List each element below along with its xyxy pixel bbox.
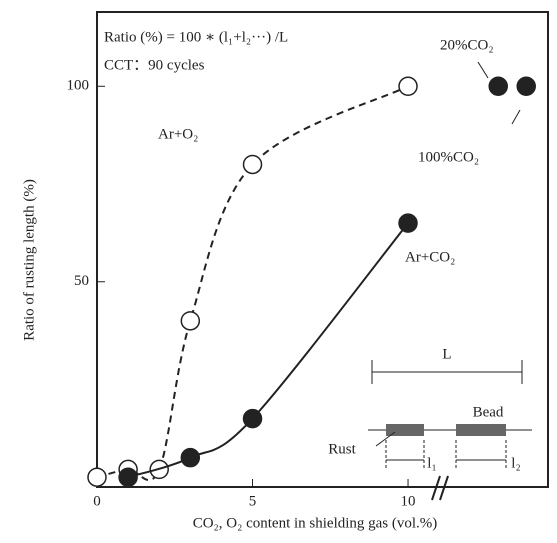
fit-curve	[96, 85, 409, 482]
data-point	[118, 467, 138, 487]
y-axis-label: Ratio of rusting length (%)	[21, 179, 37, 341]
data-point	[180, 311, 201, 331]
inset-label: l₂	[511, 455, 520, 471]
pointer	[511, 109, 521, 125]
annotation: Ar+CO₂	[405, 249, 455, 265]
inset-label: Bead	[473, 404, 504, 420]
annotation: Ratio (%) = 100 ∗ (l₁+l₂···) /L	[104, 29, 288, 45]
x-tick-label: 10	[401, 493, 416, 509]
inset-label: l₁	[427, 455, 436, 471]
data-point	[398, 76, 418, 97]
plot-frame	[96, 11, 549, 488]
data-point	[242, 154, 263, 175]
data-point	[398, 213, 418, 233]
annotation: CCT：90 cycles	[104, 57, 205, 73]
axis-break	[439, 475, 449, 501]
axis-break	[431, 475, 441, 501]
data-point	[87, 467, 107, 487]
data-point	[488, 76, 508, 97]
data-point	[180, 447, 201, 468]
x-axis-label: CO₂, O₂ content in shielding gas (vol.%)	[193, 515, 438, 531]
annotation: Ar+O₂	[158, 126, 198, 142]
x-tick-label: 5	[249, 493, 257, 509]
data-point	[516, 76, 536, 97]
annotation: 100%CO₂	[418, 149, 479, 165]
y-tick-label: 50	[74, 273, 89, 289]
x-tick-label: 0	[93, 493, 101, 509]
pointer	[477, 61, 489, 79]
inset-label: L	[442, 346, 451, 362]
inset-label: Rust	[328, 441, 356, 457]
data-point	[242, 408, 263, 429]
y-tick-label: 100	[67, 78, 90, 94]
fit-curve	[127, 222, 409, 479]
annotation: 20%CO₂	[440, 37, 494, 53]
inset	[368, 360, 532, 470]
